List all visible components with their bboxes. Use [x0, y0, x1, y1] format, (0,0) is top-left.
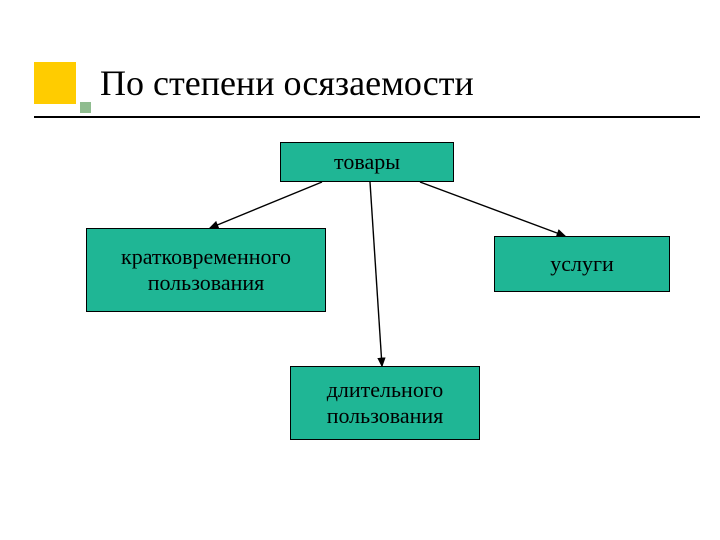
page-title: По степени осязаемости [100, 62, 474, 104]
arrow-root-to-middle [370, 182, 382, 366]
node-right: услуги [494, 236, 670, 292]
title-accent-square [34, 62, 76, 104]
node-middle: длительного пользования [290, 366, 480, 440]
node-left: кратковременного пользования [86, 228, 326, 312]
arrow-root-to-right [420, 182, 565, 236]
title-accent-small-square [80, 102, 91, 113]
arrow-root-to-left [210, 182, 322, 228]
title-underline [34, 116, 700, 118]
node-root: товары [280, 142, 454, 182]
slide: { "title": { "text": "По степени осязаем… [0, 0, 720, 540]
